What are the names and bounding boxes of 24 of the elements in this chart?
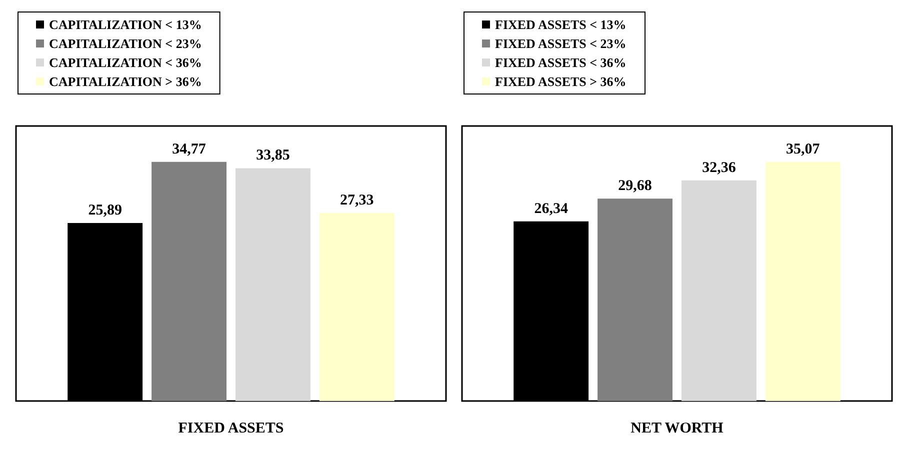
bar (319, 213, 394, 401)
legend-label: CAPITALIZATION < 36% (49, 55, 202, 70)
data-label: 33,85 (256, 148, 290, 164)
data-label: 32,36 (702, 160, 736, 176)
bar (598, 198, 673, 401)
bar (765, 162, 840, 401)
bar (235, 168, 310, 401)
data-label: 29,68 (618, 178, 652, 194)
data-label: 35,07 (786, 141, 820, 158)
legend-label: FIXED ASSETS > 36% (495, 74, 626, 89)
bar (152, 162, 227, 401)
legend-label: FIXED ASSETS < 36% (495, 55, 626, 70)
legend-label: CAPITALIZATION < 13% (49, 17, 202, 32)
bar (681, 180, 756, 401)
legend-label: CAPITALIZATION < 23% (49, 36, 202, 51)
legend-label: FIXED ASSETS < 23% (495, 36, 626, 51)
x-axis-title: NET WORTH (630, 420, 724, 436)
data-label: 25,89 (88, 202, 122, 218)
data-label: 27,33 (340, 192, 374, 209)
x-axis-title: FIXED ASSETS (178, 420, 284, 436)
data-label: 26,34 (534, 200, 568, 217)
legend-label: FIXED ASSETS < 13% (495, 17, 626, 32)
data-label: 34,77 (172, 141, 206, 158)
legend-label: CAPITALIZATION > 36% (49, 74, 202, 89)
